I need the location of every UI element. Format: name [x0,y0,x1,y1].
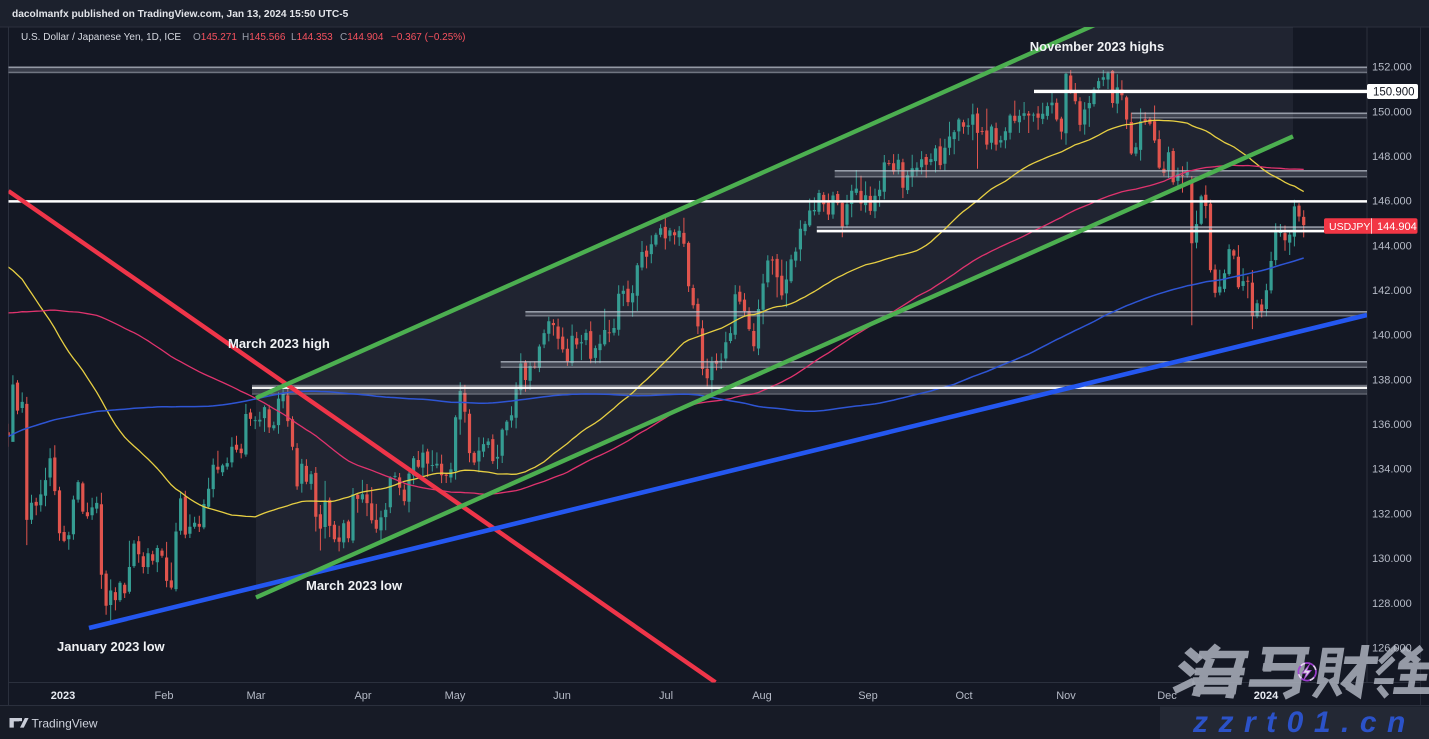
svg-text:Apr: Apr [354,690,371,702]
svg-text:136.000: 136.000 [1372,419,1412,431]
svg-text:130.000: 130.000 [1372,553,1412,565]
svg-text:140.000: 140.000 [1372,330,1412,342]
svg-text:126.000: 126.000 [1372,642,1412,654]
svg-text:150.900: 150.900 [1373,87,1415,99]
svg-text:USDJPY: USDJPY [1329,221,1370,233]
svg-text:142.000: 142.000 [1372,285,1412,297]
svg-text:January 2023 low: January 2023 low [57,639,166,654]
svg-text:Sep: Sep [858,690,878,702]
svg-text:dacolmanfx published on Tradin: dacolmanfx published on TradingView.com,… [12,9,349,20]
svg-text:TradingView: TradingView [32,717,98,731]
svg-text:2024: 2024 [1254,690,1279,702]
svg-text:Oct: Oct [955,690,972,702]
svg-text:Feb: Feb [155,690,174,702]
svg-text:132.000: 132.000 [1372,508,1412,520]
svg-text:Jun: Jun [553,690,571,702]
svg-text:144.000: 144.000 [1372,240,1412,252]
svg-text:zzrt01.cn: zzrt01.cn [1192,706,1416,739]
svg-text:146.000: 146.000 [1372,196,1412,208]
svg-text:144.904: 144.904 [1377,221,1417,233]
svg-text:150.000: 150.000 [1372,106,1412,118]
svg-text:March 2023 low: March 2023 low [306,578,403,593]
svg-text:Nov: Nov [1056,690,1076,702]
svg-text:128.000: 128.000 [1372,598,1412,610]
svg-text:U.S. Dollar / Japanese Yen, 1D: U.S. Dollar / Japanese Yen, 1D, ICE [21,32,181,43]
svg-text:138.000: 138.000 [1372,374,1412,386]
svg-text:November 2023 highs: November 2023 highs [1030,39,1164,54]
svg-text:Aug: Aug [752,690,772,702]
svg-text:148.000: 148.000 [1372,151,1412,163]
svg-text:Mar: Mar [247,690,266,702]
svg-text:Dec: Dec [1157,690,1177,702]
svg-text:2023: 2023 [51,690,75,702]
svg-text:134.000: 134.000 [1372,464,1412,476]
svg-text:152.000: 152.000 [1372,62,1412,74]
svg-text:May: May [445,690,466,702]
svg-text:March 2023 high: March 2023 high [228,336,330,351]
svg-text:Jul: Jul [659,690,673,702]
